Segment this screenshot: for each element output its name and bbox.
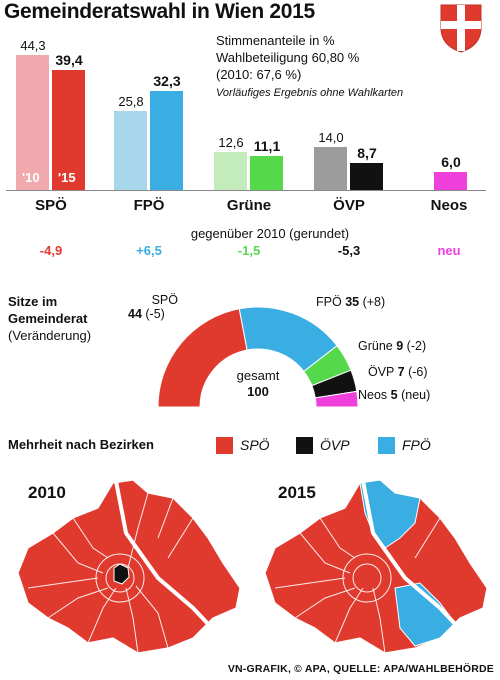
map-2015-label: 2015 [278,483,316,502]
bar-2010-gruene [214,151,247,190]
delta-title: gegenüber 2010 (gerundet) [190,226,350,241]
seat-label-spoe-change: (-5) [145,307,165,321]
preliminary-note: Vorläufiges Ergebnis ohne Wahlkarten [216,87,404,99]
seat-label-gruene-seats: 9 [396,339,404,353]
bar-2015-oevp [350,163,383,190]
seat-total-label: gesamt [236,368,280,383]
value-2010-oevp: 14,0 [318,130,344,146]
source-credit: VN-GRAFIK, © APA, QUELLE: APA/WAHLBEHÖRD… [227,663,494,675]
seats-title-line3: (Veränderung) [8,328,92,343]
value-2015-oevp: 8,7 [357,145,377,162]
bar-2015-spoe [52,69,85,190]
legend-swatch-oevp [296,437,313,454]
value-2010-spoe: 44,3 [20,37,46,53]
party-label-fpoe: FPÖ [133,197,165,214]
seat-label-fpoe-name: FPÖ [316,295,342,309]
seat-slice-neos [314,390,359,408]
bar-2015-fpoe [150,91,183,190]
seat-label-oevp-seats: 7 [397,365,405,379]
bar-baseline [6,190,486,191]
seat-label-neos-change: (neu) [401,388,431,402]
bar-2015-neos [434,171,467,190]
value-2015-gruene: 11,1 [253,138,281,155]
party-label-gruene: Grüne [226,197,272,214]
delta-oevp: -5,3 [337,243,361,258]
value-2010-gruene: 12,6 [218,134,244,150]
year-label-2010: '10 [22,170,40,185]
districts-title: Mehrheit nach Bezirken [8,437,154,452]
seat-label-neos: Neos 5 (neu) [358,388,430,402]
vote-share-label: Stimmenanteile in % [216,33,335,48]
bar-2010-oevp [314,147,347,190]
seat-label-oevp-change: (-6) [408,365,428,379]
seat-label-neos-seats: 5 [390,388,398,402]
value-2015-fpoe: 32,3 [153,73,181,90]
coat-of-arms-icon [440,4,482,53]
delta-neos: neu [437,243,461,258]
seat-label-oevp: ÖVP 7 (-6) [368,365,428,379]
page-title: Gemeinderatswahl in Wien 2015 [4,0,315,23]
turnout-label: Wahlbeteiligung 60,80 % [216,50,360,65]
seat-semicircle-chart [157,306,359,408]
seat-label-fpoe-change: (+8) [362,295,386,309]
seat-label-gruene: Grüne 9 (-2) [358,339,426,353]
bar-2010-spoe [16,54,49,190]
delta-gruene: -1,5 [237,243,261,258]
delta-spoe: -4,9 [39,243,63,258]
turnout-2010-label: (2010: 67,6 %) [216,67,302,82]
seat-label-neos-name: Neos [358,388,388,402]
legend-label-spoe: SPÖ [240,437,270,453]
value-2015-spoe: 39,4 [55,51,83,68]
value-2010-fpoe: 25,8 [118,94,144,110]
party-label-neos: Neos [430,197,468,214]
seats-title-line1: Sitze im [8,294,58,309]
value-2015-neos: 6,0 [441,153,461,170]
vienna-map-2010 [17,479,241,654]
party-label-spoe: SPÖ [35,197,67,214]
vienna-map-2015 [264,479,488,654]
seat-total-value: 100 [247,384,269,399]
legend-swatch-fpoe [378,437,395,454]
year-label-2015: '15 [58,170,76,185]
bar-2010-fpoe [114,111,147,190]
delta-fpoe: +6,5 [136,243,162,258]
legend-swatch-spoe [216,437,233,454]
seats-title: Sitze im Gemeinderat (Veränderung) [8,293,91,344]
seats-title-line2: Gemeinderat [8,311,88,326]
legend-label-fpoe: FPÖ [402,437,431,453]
seat-label-gruene-name: Grüne [358,339,393,353]
vote-bar-chart: 44,3 39,4 '10 '15 SPÖ -4,9 25,8 32,3 FPÖ +6,5 12,6… [0,0,500,270]
seat-label-spoe-seats: 44 [128,307,142,321]
seat-label-spoe-name: SPÖ [151,293,178,307]
seat-label-fpoe-seats: 35 [345,295,360,309]
seat-total: gesamt 100 [228,368,288,400]
bar-2015-gruene [250,156,283,190]
info-block: Stimmenanteile in % Wahlbeteiligung 60,8… [216,32,403,102]
seat-label-gruene-change: (-2) [406,339,427,353]
seat-label-oevp-name: ÖVP [368,365,395,379]
seat-label-fpoe: FPÖ 35 (+8) [316,295,385,309]
legend-label-oevp: ÖVP [320,437,350,453]
map-2010-label: 2010 [28,483,66,502]
party-label-oevp: ÖVP [333,197,365,214]
seat-label-spoe: SPÖ 44 (-5) [128,293,178,321]
